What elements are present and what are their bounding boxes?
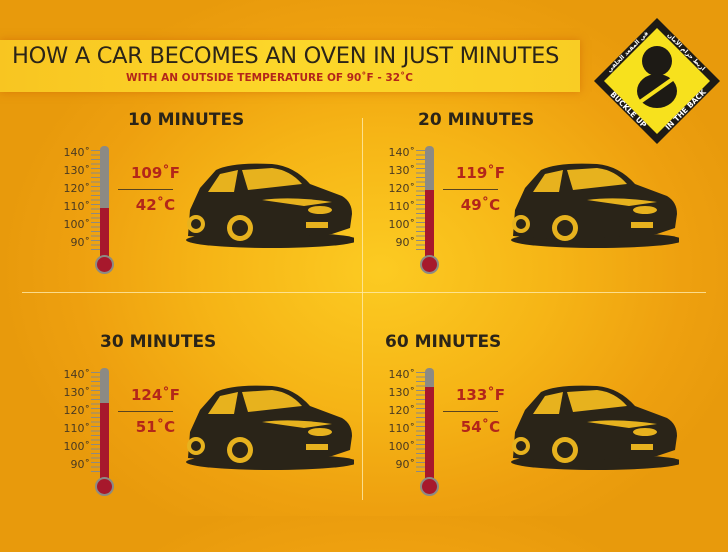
car-icon bbox=[511, 385, 679, 470]
thermometer-tube bbox=[425, 368, 434, 480]
time-panel-3: 30 MINUTES 140˚ 130˚ 120˚ 110˚ 100˚ 90˚ 124˚F… bbox=[0, 332, 360, 552]
scale-label: 130˚ bbox=[388, 386, 416, 399]
time-panel-1: 10 MINUTES 140˚ 130˚ 120˚ 110˚ 100˚ 90˚ 109˚F… bbox=[0, 110, 360, 330]
panel-title: 30 MINUTES bbox=[100, 332, 217, 352]
temperature-divider bbox=[118, 189, 173, 190]
scale-label: 110˚ bbox=[63, 422, 91, 435]
scale-label: 140˚ bbox=[388, 368, 416, 381]
thermometer-ticks bbox=[416, 372, 425, 472]
scale-label: 120˚ bbox=[388, 182, 416, 195]
scale-label: 90˚ bbox=[70, 236, 91, 249]
scale-label: 100˚ bbox=[388, 218, 416, 231]
scale-label: 90˚ bbox=[395, 236, 416, 249]
temperature-divider bbox=[118, 411, 173, 412]
panel-title: 10 MINUTES bbox=[128, 110, 245, 130]
thermometer-bulb bbox=[95, 255, 114, 274]
scale-label: 140˚ bbox=[63, 368, 91, 381]
thermometer-bulb bbox=[95, 477, 114, 496]
scale-label: 140˚ bbox=[388, 146, 416, 159]
scale-label: 130˚ bbox=[63, 164, 91, 177]
time-panel-2: 20 MINUTES 140˚ 130˚ 120˚ 110˚ 100˚ 90˚ 119˚F… bbox=[325, 110, 685, 330]
scale-label: 100˚ bbox=[388, 440, 416, 453]
panel-title: 20 MINUTES bbox=[418, 110, 535, 130]
scale-label: 110˚ bbox=[388, 422, 416, 435]
scale-label: 90˚ bbox=[70, 458, 91, 471]
car-icon bbox=[511, 163, 679, 248]
title-banner: HOW A CAR BECOMES AN OVEN IN JUST MINUTE… bbox=[0, 40, 580, 92]
horizontal-divider bbox=[22, 292, 706, 293]
scale-label: 120˚ bbox=[388, 404, 416, 417]
scale-label: 90˚ bbox=[395, 458, 416, 471]
child-head-icon bbox=[642, 46, 672, 76]
buckle-up-badge-logo: في المقعد الخلفي اربط حزام الأمان BUCKLE… bbox=[594, 18, 720, 144]
temperature-celsius: 54˚C bbox=[460, 418, 501, 436]
temperature-divider bbox=[443, 189, 498, 190]
thermometer-mercury bbox=[425, 189, 434, 258]
scale-label: 120˚ bbox=[63, 404, 91, 417]
temperature-fahrenheit: 124˚F bbox=[130, 386, 181, 404]
thermometer-tube bbox=[100, 368, 109, 480]
temperature-celsius: 51˚C bbox=[135, 418, 176, 436]
scale-label: 110˚ bbox=[63, 200, 91, 213]
thermometer-ticks bbox=[91, 150, 100, 250]
vertical-divider bbox=[362, 118, 363, 500]
scale-label: 120˚ bbox=[63, 182, 91, 195]
thermometer-mercury bbox=[100, 207, 109, 258]
temperature-divider bbox=[443, 411, 498, 412]
scale-label: 100˚ bbox=[63, 218, 91, 231]
thermometer-mercury bbox=[425, 386, 434, 480]
page-subtitle: WITH AN OUTSIDE TEMPERATURE OF 90˚F - 32… bbox=[126, 72, 413, 84]
scale-label: 140˚ bbox=[63, 146, 91, 159]
page-title: HOW A CAR BECOMES AN OVEN IN JUST MINUTE… bbox=[12, 43, 560, 69]
temperature-fahrenheit: 133˚F bbox=[455, 386, 506, 404]
temperature-fahrenheit: 119˚F bbox=[455, 164, 506, 182]
temperature-celsius: 42˚C bbox=[135, 196, 176, 214]
time-panel-4: 60 MINUTES 140˚ 130˚ 120˚ 110˚ 100˚ 90˚ 133˚F… bbox=[325, 332, 685, 552]
thermometer-tube bbox=[425, 146, 434, 258]
temperature-fahrenheit: 109˚F bbox=[130, 164, 181, 182]
thermometer-bulb bbox=[420, 477, 439, 496]
car-icon bbox=[186, 385, 354, 470]
scale-label: 130˚ bbox=[63, 386, 91, 399]
temperature-celsius: 49˚C bbox=[460, 196, 501, 214]
thermometer-tube bbox=[100, 146, 109, 258]
thermometer-ticks bbox=[416, 150, 425, 250]
scale-label: 110˚ bbox=[388, 200, 416, 213]
scale-label: 100˚ bbox=[63, 440, 91, 453]
thermometer-bulb bbox=[420, 255, 439, 274]
car-icon bbox=[186, 163, 354, 248]
panel-title: 60 MINUTES bbox=[385, 332, 502, 352]
seatbelt-icon bbox=[638, 76, 676, 104]
thermometer-mercury bbox=[100, 402, 109, 480]
thermometer-ticks bbox=[91, 372, 100, 472]
scale-label: 130˚ bbox=[388, 164, 416, 177]
